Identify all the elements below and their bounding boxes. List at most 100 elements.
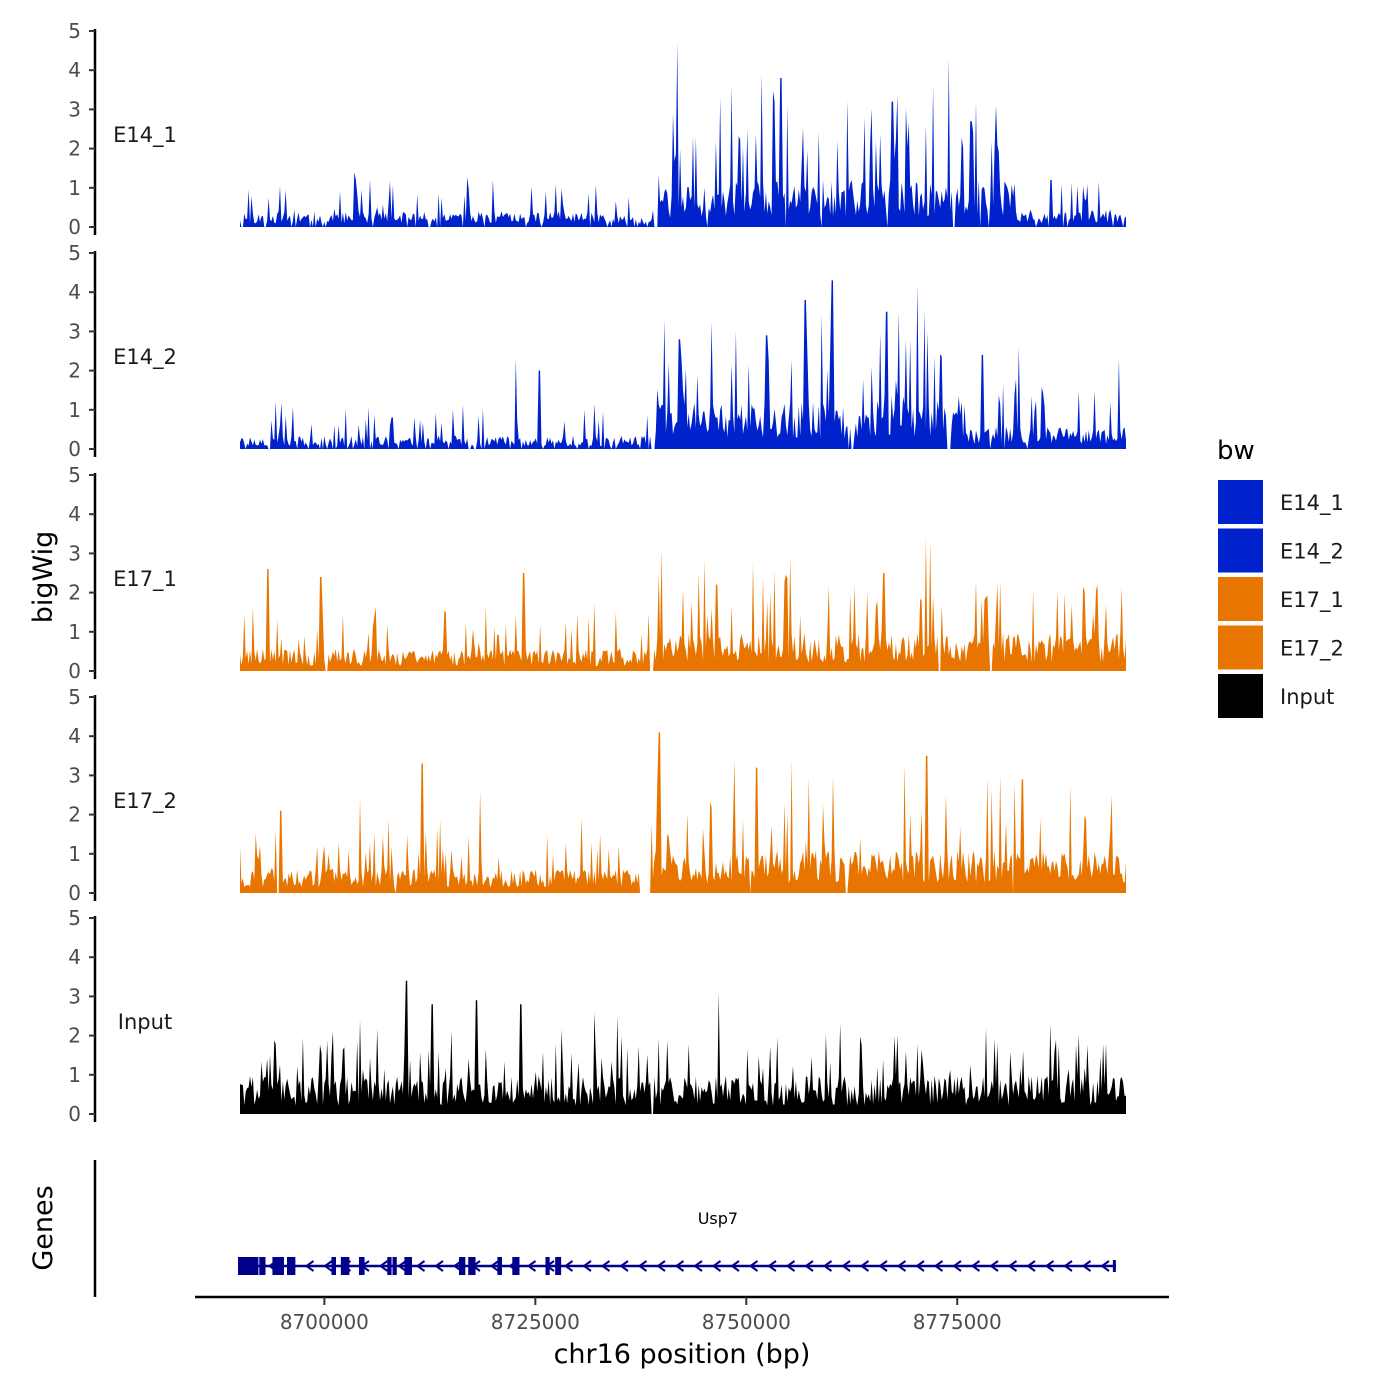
strand-arrow (711, 1260, 722, 1272)
strand-arrow (970, 1260, 981, 1272)
strand-arrow (286, 1260, 296, 1272)
coverage-area-E17_2 (240, 732, 1126, 893)
genes-axis-title: Genes (28, 1185, 59, 1270)
y-tick-label: 1 (68, 176, 81, 200)
strand-arrow (304, 1260, 315, 1272)
strand-arrow (1081, 1260, 1092, 1272)
strand-arrow (563, 1260, 574, 1272)
y-tick-label: 2 (68, 137, 81, 161)
y-tick-label: 2 (68, 359, 81, 383)
strand-arrow (508, 1260, 518, 1272)
strand-arrow (822, 1260, 833, 1272)
gene-exon (342, 1257, 350, 1275)
x-tick-label: 8750000 (702, 1310, 791, 1334)
gene-exon (555, 1257, 562, 1275)
strand-arrow (378, 1260, 389, 1272)
track-E14_2: 0 1 2 3 4 5 E14_2 (68, 241, 1126, 461)
track-label: E14_2 (113, 345, 177, 370)
y-tick-label: 5 (68, 241, 81, 265)
strand-arrow (452, 1260, 463, 1272)
legend-swatch-E14_1 (1218, 480, 1263, 524)
y-axis-title: bigWig (28, 531, 59, 624)
x-tick-label: 8775000 (913, 1310, 1002, 1334)
gene-exon (253, 1257, 259, 1275)
strand-arrow (933, 1260, 944, 1272)
coverage-area-Input (240, 980, 1126, 1114)
strand-arrow (674, 1260, 685, 1272)
strand-arrow (878, 1260, 888, 1272)
y-tick-label: 4 (68, 58, 81, 82)
gene-exon (387, 1257, 392, 1275)
strand-arrow (1100, 1260, 1110, 1272)
legend-swatch-E17_1 (1218, 577, 1263, 621)
strand-arrow (952, 1260, 962, 1272)
y-tick-label: 2 (68, 1024, 81, 1048)
x-tick-label: 8725000 (491, 1310, 580, 1334)
strand-arrow (397, 1260, 407, 1272)
track-E14_1: 0 1 2 3 4 5 E14_1 (68, 19, 1126, 239)
strand-arrow (600, 1260, 611, 1272)
legend-label-E14_2: E14_2 (1280, 540, 1344, 565)
strand-arrow (526, 1260, 537, 1272)
strand-arrow (249, 1260, 259, 1272)
strand-arrow (1007, 1260, 1018, 1272)
strand-arrow (896, 1260, 907, 1272)
strand-arrow (989, 1260, 999, 1272)
y-tick-label: 2 (68, 803, 81, 827)
legend-label-E14_1: E14_1 (1280, 491, 1344, 516)
strand-arrow (693, 1260, 703, 1272)
x-tick-label: 8700000 (280, 1310, 369, 1334)
y-tick-label: 4 (68, 280, 81, 304)
strand-arrow (748, 1260, 759, 1272)
strand-arrow (785, 1260, 796, 1272)
y-tick-label: 1 (68, 398, 81, 422)
gene-exon (259, 1257, 266, 1275)
track-label: E17_1 (113, 567, 177, 592)
strand-arrow (471, 1260, 481, 1272)
legend-title: bw (1217, 436, 1255, 466)
gene-exon (459, 1257, 465, 1275)
strand-arrow (323, 1260, 333, 1272)
strand-arrow (341, 1260, 352, 1272)
y-tick-label: 0 (68, 437, 81, 461)
legend-swatch-E14_2 (1218, 528, 1263, 573)
gene-exon (497, 1257, 503, 1275)
y-tick-label: 0 (68, 659, 81, 683)
gene-exon (290, 1257, 296, 1275)
gene-name-label: Usp7 (698, 1209, 738, 1228)
gene-exon (392, 1257, 397, 1275)
x-axis: 8700000 8725000 8750000 8775000 (280, 1297, 1002, 1334)
track-label: Input (118, 1010, 172, 1034)
coverage-area-E14_1 (240, 42, 1126, 227)
y-tick-label: 5 (68, 906, 81, 930)
y-tick-label: 3 (68, 319, 81, 343)
gene-exon (468, 1257, 473, 1275)
legend-label-E17_2: E17_2 (1280, 637, 1344, 662)
y-tick-label: 0 (68, 881, 81, 905)
strand-arrow (915, 1260, 925, 1272)
y-tick-label: 1 (68, 1063, 81, 1087)
strand-arrow (859, 1260, 870, 1272)
y-tick-label: 4 (68, 945, 81, 969)
strand-arrow (415, 1260, 426, 1272)
y-tick-label: 3 (68, 763, 81, 787)
strand-arrow (804, 1260, 814, 1272)
strand-arrow (545, 1260, 555, 1272)
y-tick-label: 0 (68, 1102, 81, 1126)
legend-label-E17_1: E17_1 (1280, 588, 1344, 613)
track-label: E14_1 (113, 123, 177, 148)
y-tick-label: 1 (68, 842, 81, 866)
strand-arrow (656, 1260, 666, 1272)
strand-arrow (489, 1260, 500, 1272)
gene-exon (331, 1257, 337, 1275)
strand-arrow (434, 1260, 444, 1272)
gene-exon (273, 1257, 281, 1275)
coverage-tracks: 0 1 2 3 4 5 E14_1 0 1 2 3 4 5 E14_2 0 1 2 3 4 5 E17_1 0 1 2 3 4 5 E… (68, 19, 1126, 1126)
strand-arrow (637, 1260, 648, 1272)
strand-arrow (619, 1260, 629, 1272)
track-label: E17_2 (113, 789, 177, 814)
y-tick-label: 5 (68, 19, 81, 43)
y-tick-label: 2 (68, 581, 81, 605)
gene-model (238, 1257, 1116, 1275)
